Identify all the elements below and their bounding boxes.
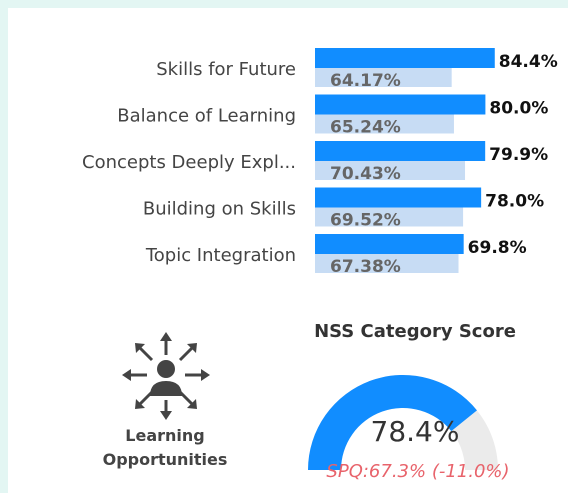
category-label: Balance of Learning (117, 106, 296, 127)
category-label: Building on Skills (143, 199, 296, 220)
gauge-annotation: SPQ:67.3% (-11.0%) (326, 461, 509, 482)
bar (315, 48, 495, 68)
bar (315, 94, 486, 115)
bar (315, 234, 464, 254)
gauge-fill (308, 375, 477, 470)
bar (315, 187, 482, 208)
category-label: Topic Integration (145, 245, 296, 266)
bar (315, 68, 452, 87)
value-label: 70.43% (330, 164, 401, 184)
value-label: 79.9% (489, 145, 548, 165)
value-label: 69.8% (468, 238, 527, 258)
value-label: 84.4% (499, 52, 558, 72)
gauge-title: NSS Category Score (314, 321, 516, 342)
bar (315, 141, 486, 161)
bar (315, 207, 464, 227)
category-label: Concepts Deeply Expl... (82, 152, 296, 173)
value-label: 67.38% (330, 257, 401, 277)
value-label: 65.24% (330, 118, 401, 138)
icon (122, 332, 210, 420)
value-label: 64.17% (330, 71, 401, 91)
card-label: Learning Opportunities (102, 426, 228, 469)
bar (315, 114, 454, 134)
value-label: 80.0% (489, 99, 548, 119)
bar (315, 254, 459, 273)
gauge-value: 78.4% (371, 415, 460, 448)
value-label: 78.0% (485, 192, 544, 212)
category-label: Skills for Future (156, 59, 296, 80)
bar (315, 161, 466, 180)
value-label: 69.52% (330, 211, 401, 231)
